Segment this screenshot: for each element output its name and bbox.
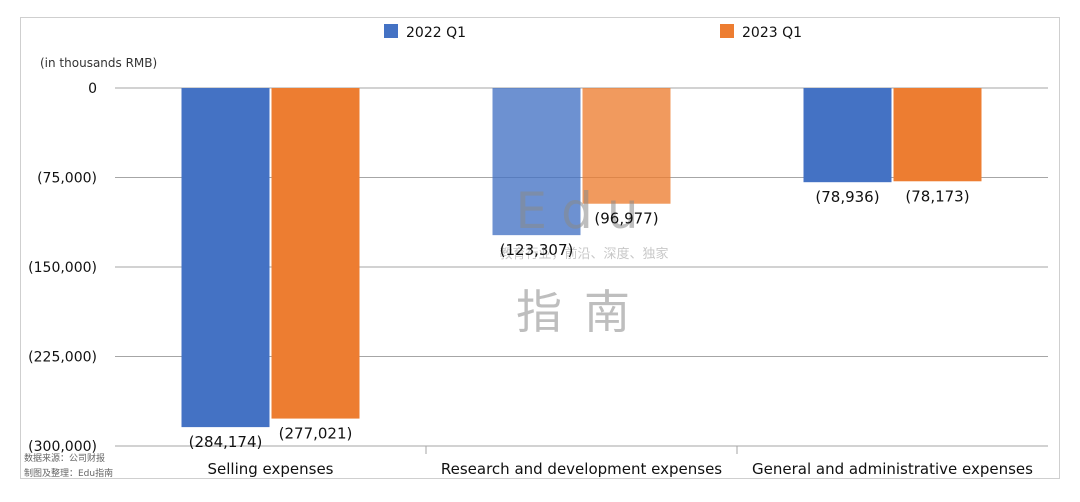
legend-label-2022: 2022 Q1 xyxy=(406,25,466,41)
bar-2022-0 xyxy=(181,88,270,428)
data-label: (96,977) xyxy=(594,210,658,228)
bar-2022-1 xyxy=(492,88,581,236)
bars-layer xyxy=(181,88,982,428)
data-label: (277,021) xyxy=(279,425,353,443)
y-tick-label: (75,000) xyxy=(37,171,97,187)
legend-label-2023: 2023 Q1 xyxy=(742,25,802,41)
x-tick-label: Selling expenses xyxy=(207,460,333,478)
labels-layer: 0 (75,000) (150,000) (225,000) (300,000) (284… xyxy=(28,81,1033,478)
y-tick-label: (300,000) xyxy=(28,439,97,455)
data-label: (123,307) xyxy=(500,241,574,259)
legend-swatch-2022 xyxy=(384,24,398,38)
data-label: (284,174) xyxy=(189,433,263,451)
watermark-tagline: 教育行业，前沿、深度、独家 xyxy=(499,246,668,262)
legend-swatch-2023 xyxy=(720,24,734,38)
y-tick-label: 0 xyxy=(88,81,97,97)
watermark-logo: Edu xyxy=(515,182,652,240)
data-label: (78,936) xyxy=(815,188,879,206)
grid-layer xyxy=(115,87,1048,454)
watermark-name: 指南 xyxy=(516,285,652,339)
x-tick-label: General and administrative expenses xyxy=(752,460,1033,478)
credit-footnote: 制图及整理：Edu指南 xyxy=(24,467,113,479)
bar-2022-2 xyxy=(803,88,892,183)
units-label: (in thousands RMB) xyxy=(40,56,157,70)
bar-2023-0 xyxy=(271,88,360,419)
legend: 2022 Q1 2023 Q1 xyxy=(384,24,802,41)
watermark: Edu 教育行业，前沿、深度、独家 指南 xyxy=(499,182,668,339)
source-footnote: 数据来源：公司财报 xyxy=(24,452,105,464)
bar-2023-1 xyxy=(582,88,671,204)
data-label: (78,173) xyxy=(905,187,969,205)
bar-2023-2 xyxy=(893,88,982,182)
chart-frame xyxy=(20,17,1060,479)
y-tick-label: (225,000) xyxy=(28,350,97,366)
y-tick-label: (150,000) xyxy=(28,260,97,276)
x-tick-label: Research and development expenses xyxy=(441,460,722,478)
